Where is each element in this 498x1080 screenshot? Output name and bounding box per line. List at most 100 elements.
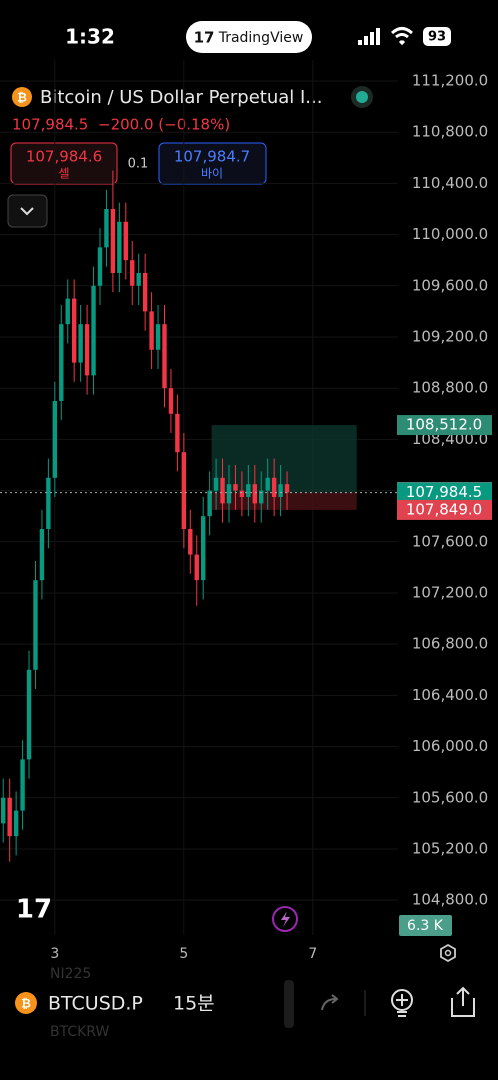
redo-icon[interactable] [321,994,339,1011]
candle-body [78,324,83,363]
sell-price: 107,984.6 [26,148,102,166]
indicator-icon[interactable] [391,989,413,1011]
candle-body [220,477,225,504]
candle-body [84,324,90,376]
candle-body [188,528,193,555]
indicator-icon-lines [396,994,408,1017]
buy-price: 107,984.7 [174,148,250,166]
candle-body [233,484,238,491]
candle-body [136,272,141,286]
candle-body [168,388,174,414]
candle-body [142,272,148,312]
candle-body [213,477,219,491]
lightning-icon [281,911,290,927]
candle-body [259,490,264,504]
candle-body [91,285,96,376]
candle-body [207,490,212,517]
candle-body [46,477,51,529]
y-tick-label: 104,800.0 [412,891,488,909]
btc-icon [15,992,37,1014]
market-status [356,91,368,103]
stop-loss-zone [211,492,357,510]
y-tick-label: 107,600.0 [412,532,488,550]
candle-body [149,311,154,350]
candle-body [246,484,251,497]
status-time: 1:32 [65,25,115,49]
candle-body [123,221,128,261]
candle-body [181,452,187,529]
settings-center [444,949,452,957]
battery [423,27,451,46]
battery-level: 93 [428,30,446,45]
y-tick-label: 105,200.0 [412,839,488,857]
price-label: 107,849.0 [406,500,482,518]
candle-body [200,516,206,581]
y-tick-label: 107,200.0 [412,583,488,601]
candle-body [284,484,290,493]
candle-body [226,484,232,504]
share-icon[interactable] [451,986,475,1017]
symbol-title[interactable]: Bitcoin / US Dollar Perpetual I... [40,87,322,108]
candle-body [175,413,180,453]
wifi-icon [390,27,414,46]
price-label-box [397,415,492,436]
candle-body [278,484,283,497]
sell-label: 셀 [58,167,69,181]
y-tick-label: 111,200.0 [412,71,488,89]
divider [284,980,294,1028]
candle-body [155,324,161,350]
symbol-button[interactable]: BTCUSD.P [48,993,143,1015]
y-tick-label: 110,800.0 [412,123,488,141]
candle-body [1,797,6,824]
candle-body [117,221,122,273]
price-label-box [397,499,492,520]
candle-body [265,477,270,491]
sell-button[interactable] [10,142,118,185]
y-tick-label: 106,800.0 [412,635,488,653]
buy-label: 바이 [201,167,223,181]
interval-button[interactable]: 15분 [173,993,215,1015]
chart: 104,800.0 105,200.0 105,600.0 106,000.0 106,… [0,60,492,962]
candle-body [71,298,77,363]
y-tick-label: 109,600.0 [412,276,488,294]
candle-body [33,580,38,670]
price-label: 108,512.0 [406,416,482,434]
chevron [20,207,34,216]
candle-body [59,324,64,401]
y-tick-label: 110,400.0 [412,174,488,192]
collapse-button[interactable] [7,194,48,228]
candle-body [252,484,257,504]
candle-body [162,324,167,389]
candle-body [65,298,70,325]
candle-body [110,208,116,273]
candle-body [39,528,45,581]
x-tick-label: 5 [179,946,188,962]
last-price: 107,984.5 [12,116,88,134]
candle-body [13,810,19,837]
tv-mark: 17 [194,29,215,47]
tv-logo: 17 [16,895,52,925]
y-tick-label: 109,200.0 [412,327,488,345]
ghost-symbol: BTCKRW [50,1024,109,1040]
candle-body [104,208,109,248]
ghost-symbol: NI225 [50,966,91,982]
x-tick-label: 7 [308,946,317,962]
btc-symbol: ₿ [21,997,31,1011]
buy-button[interactable] [158,142,267,185]
app-pill [186,21,312,53]
y-tick-label: 106,000.0 [412,737,488,755]
settings-icon[interactable] [440,943,456,963]
candle-body [20,759,25,811]
candle-body [26,669,32,760]
y-tick-label: 110,000.0 [412,225,488,243]
btc-symbol: ₿ [17,91,27,105]
volume-value: 6.3 K [407,918,444,934]
lightning-button[interactable] [272,906,298,932]
price-change: −200.0 (−0.18%) [98,116,230,134]
app-name: TradingView [218,30,304,46]
candle-body [239,490,245,497]
quantity: 0.1 [128,157,149,172]
signal-icon [358,28,380,45]
